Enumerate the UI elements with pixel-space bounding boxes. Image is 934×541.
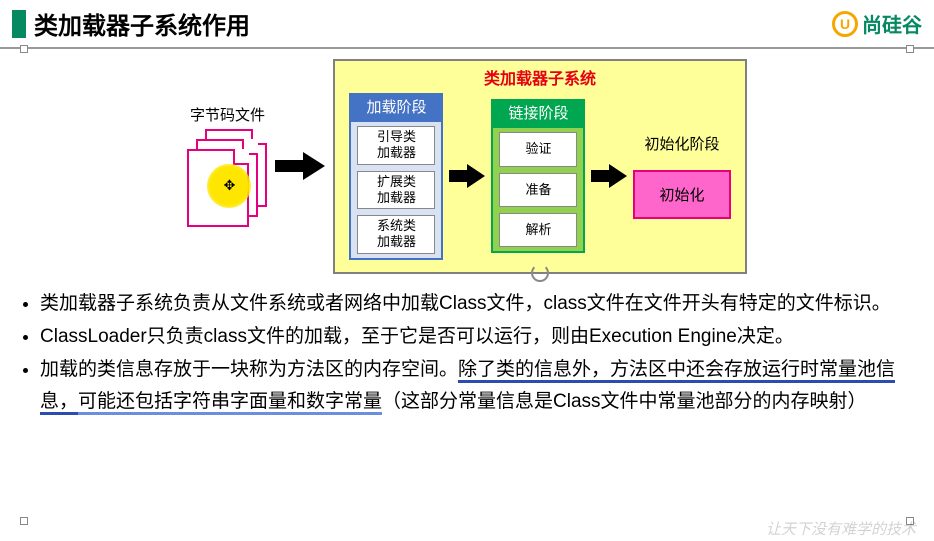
watermark-text: 让天下没有难学的技术 xyxy=(766,518,916,539)
brand-logo: U 尚硅谷 xyxy=(832,9,922,38)
prepare-box: 准备 xyxy=(499,173,577,207)
header-title-group: 类加载器子系统作用 xyxy=(12,6,250,41)
bullet-item-1: 类加载器子系统负责从文件系统或者网络中加载Class文件，class文件在文件开… xyxy=(40,288,904,319)
editor-handle[interactable] xyxy=(906,45,914,53)
bullet-item-3: 加载的类信息存放于一块称为方法区的内存空间。除了类的信息外，方法区中还会存放运行… xyxy=(40,354,904,417)
diagram-container: 字节码文件 ✥ 类加载器子系统 加载阶段 引导类 加载器 扩展类 加载器 系统类… xyxy=(0,49,934,280)
extension-loader-box: 扩展类 加载器 xyxy=(357,171,435,210)
b3-part-a: 加载的类信息存放于一块称为方法区的内存空间。 xyxy=(40,359,458,380)
link-stage-header: 链接阶段 xyxy=(491,99,585,126)
load-stage-header: 加载阶段 xyxy=(349,93,443,120)
resolve-box: 解析 xyxy=(499,213,577,247)
classloader-diagram: 字节码文件 ✥ 类加载器子系统 加载阶段 引导类 加载器 扩展类 加载器 系统类… xyxy=(187,59,746,274)
cursor-highlight: ✥ xyxy=(207,164,251,208)
load-stage-body: 引导类 加载器 扩展类 加载器 系统类 加载器 xyxy=(349,120,443,260)
system-loader-box: 系统类 加载器 xyxy=(357,215,435,254)
subsystem-box: 类加载器子系统 加载阶段 引导类 加载器 扩展类 加载器 系统类 加载器 链接阶… xyxy=(333,59,746,274)
link-stage-column: 链接阶段 验证 准备 解析 xyxy=(491,99,585,253)
bullet-list: 类加载器子系统负责从文件系统或者网络中加载Class文件，class文件在文件开… xyxy=(0,280,934,417)
b3-part-d: （这部分常量信息是Class文件中常量池部分的内存映射） xyxy=(382,391,867,412)
load-stage-column: 加载阶段 引导类 加载器 扩展类 加载器 系统类 加载器 xyxy=(349,93,443,260)
logo-icon: U xyxy=(832,11,858,37)
editor-handle[interactable] xyxy=(20,45,28,53)
init-stage-column: 初始化阶段 初始化 xyxy=(633,133,730,219)
bullet-item-2: ClassLoader只负责class文件的加载，至于它是否可以运行，则由Exe… xyxy=(40,321,904,352)
logo-text: 尚硅谷 xyxy=(862,9,922,38)
arrow-icon xyxy=(449,164,485,188)
b3-underline-2: 可能还包括字符串字面量和数字常量 xyxy=(78,391,382,415)
init-stage-label: 初始化阶段 xyxy=(644,133,719,154)
verify-box: 验证 xyxy=(499,132,577,166)
bootstrap-loader-box: 引导类 加载器 xyxy=(357,126,435,165)
link-stage-body: 验证 准备 解析 xyxy=(491,126,585,253)
bytecode-label: 字节码文件 xyxy=(190,104,265,125)
arrow-icon xyxy=(275,154,325,178)
subsystem-row: 加载阶段 引导类 加载器 扩展类 加载器 系统类 加载器 链接阶段 验证 准备 … xyxy=(349,93,730,260)
refresh-icon[interactable] xyxy=(531,264,549,282)
subsystem-title: 类加载器子系统 xyxy=(349,65,730,89)
editor-handle[interactable] xyxy=(20,517,28,525)
slide-header: 类加载器子系统作用 U 尚硅谷 xyxy=(0,0,934,49)
bytecode-file-section: 字节码文件 ✥ xyxy=(187,104,267,229)
title-marker xyxy=(12,10,26,38)
init-box: 初始化 xyxy=(633,170,730,219)
arrow-icon xyxy=(591,164,627,188)
page-title: 类加载器子系统作用 xyxy=(34,6,250,41)
document-stack-icon: ✥ xyxy=(187,129,267,229)
